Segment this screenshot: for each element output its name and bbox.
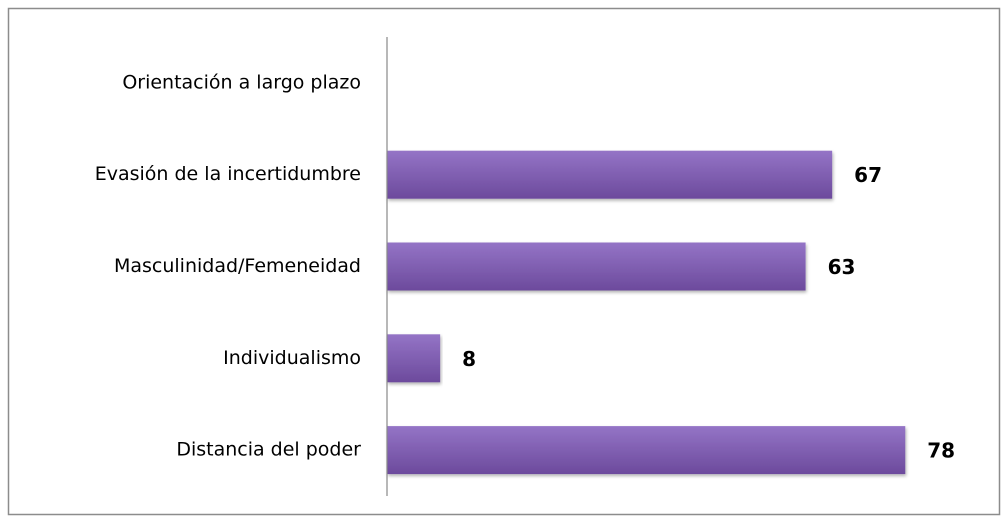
y-tick-label: Orientación a largo plazo <box>122 71 361 93</box>
bar <box>387 150 833 199</box>
bar <box>387 334 441 383</box>
value-label: 63 <box>828 255 856 279</box>
y-tick-label: Masculinidad/Femeneidad <box>114 255 361 277</box>
value-label: 67 <box>854 163 882 187</box>
y-tick-label: Evasión de la incertidumbre <box>95 163 361 185</box>
bar <box>387 426 906 475</box>
y-tick-label: Distancia del poder <box>176 439 361 461</box>
y-tick-label: Individualismo <box>223 347 361 369</box>
value-label: 78 <box>927 439 955 463</box>
value-label: 8 <box>462 347 476 371</box>
bar <box>387 242 806 291</box>
